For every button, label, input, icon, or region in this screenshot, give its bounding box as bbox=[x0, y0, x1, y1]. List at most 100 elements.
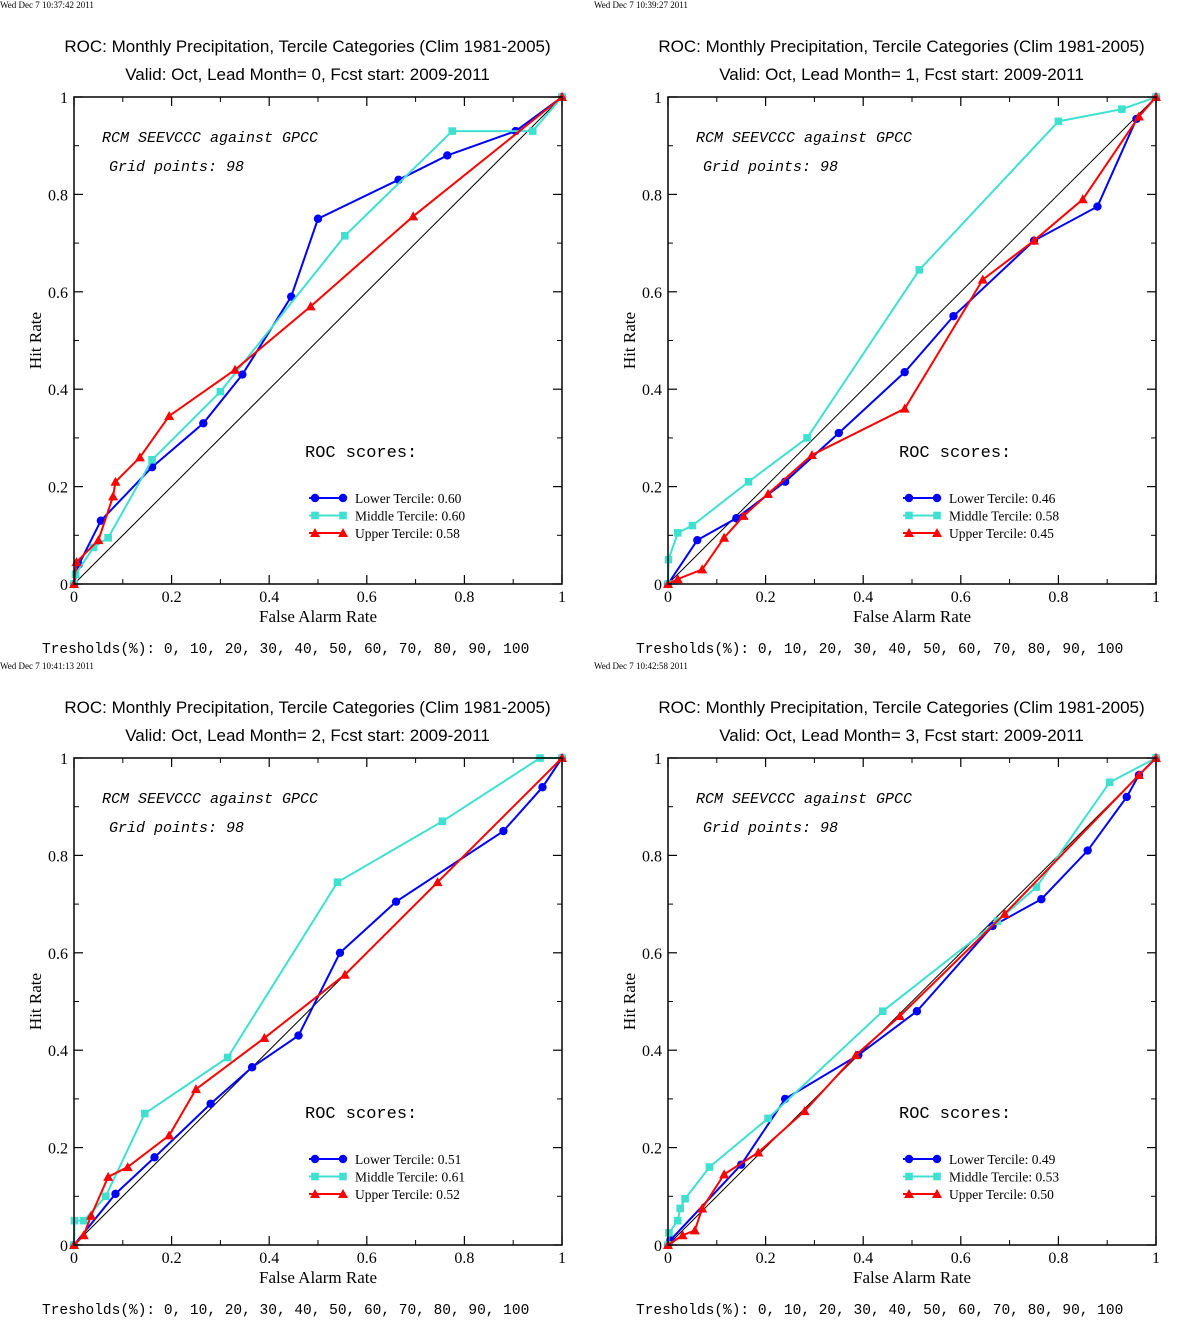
x-tick-label: 1 bbox=[1152, 1250, 1160, 1267]
roc-scores-title: ROC scores: bbox=[899, 1105, 1011, 1124]
legend-marker-square bbox=[933, 1172, 941, 1181]
legend-label: Lower Tercile: 0.60 bbox=[355, 491, 462, 506]
series-line-circle bbox=[73, 96, 563, 585]
data-point-triangle bbox=[719, 532, 730, 542]
data-point-square bbox=[1032, 883, 1041, 891]
data-point-circle bbox=[1093, 202, 1102, 211]
chart-title: ROC: Monthly Precipitation, Tercile Cate… bbox=[658, 698, 1145, 717]
roc-panel-lead-3: Wed Dec 7 10:42:58 2011 ROC: Monthly Pre… bbox=[594, 661, 1187, 1322]
data-point-circle bbox=[150, 1153, 159, 1162]
y-tick-label: 1 bbox=[60, 751, 68, 768]
series-line-square bbox=[73, 757, 562, 1246]
x-tick-label: 0.6 bbox=[357, 589, 377, 606]
legend-marker-square bbox=[905, 511, 913, 520]
data-point-triangle bbox=[122, 1162, 133, 1172]
data-point-square bbox=[528, 127, 537, 135]
chart-title: ROC: Monthly Precipitation, Tercile Cate… bbox=[64, 698, 551, 717]
legend-marker-circle bbox=[904, 1154, 914, 1164]
y-tick-label: 0.6 bbox=[642, 285, 662, 302]
x-axis-label: False Alarm Rate bbox=[259, 607, 377, 626]
data-point-triangle bbox=[164, 410, 175, 420]
data-point-triangle bbox=[110, 476, 121, 486]
legend-label: Upper Tercile: 0.50 bbox=[949, 1187, 1054, 1202]
data-point-square bbox=[673, 529, 682, 537]
x-tick-label: 1 bbox=[558, 589, 566, 606]
roc-scores-title: ROC scores: bbox=[899, 444, 1011, 463]
data-point-triangle bbox=[806, 449, 817, 459]
legend-marker-triangle bbox=[932, 1189, 942, 1198]
x-tick-label: 1 bbox=[1152, 589, 1160, 606]
x-tick-label: 0.6 bbox=[951, 1250, 971, 1267]
legend-marker-circle bbox=[338, 493, 348, 503]
annotation-source: RCM SEEVCCC against GPCC bbox=[696, 791, 912, 808]
y-axis-label: Hit Rate bbox=[620, 973, 639, 1030]
chart-subtitle: Valid: Oct, Lead Month= 1, Fcst start: 2… bbox=[719, 65, 1084, 84]
plot-frame bbox=[667, 96, 1157, 585]
legend-label: Lower Tercile: 0.49 bbox=[949, 1152, 1056, 1167]
legend-marker-triangle bbox=[310, 1189, 320, 1198]
data-point-square bbox=[448, 127, 456, 135]
data-point-triangle bbox=[93, 535, 104, 545]
x-tick-label: 0.2 bbox=[756, 1250, 776, 1267]
y-axis-label: Hit Rate bbox=[26, 973, 45, 1030]
annotation-grid-points: Grid points: 98 bbox=[703, 159, 838, 176]
y-tick-label: 0.6 bbox=[48, 946, 68, 963]
data-point-circle bbox=[912, 1007, 922, 1016]
data-point-square bbox=[744, 477, 753, 486]
data-point-triangle bbox=[86, 1210, 97, 1220]
x-tick-label: 0.6 bbox=[357, 1250, 377, 1267]
legend-marker-circle bbox=[310, 493, 320, 503]
y-tick-label: 0 bbox=[60, 577, 68, 594]
x-tick-label: 0.2 bbox=[756, 589, 776, 606]
no-skill-diagonal bbox=[73, 96, 563, 585]
legend-label: Upper Tercile: 0.52 bbox=[355, 1187, 460, 1202]
y-tick-label: 0.8 bbox=[48, 848, 68, 865]
legend-marker-circle bbox=[904, 493, 914, 503]
data-point-square bbox=[89, 543, 98, 552]
y-tick-label: 0.4 bbox=[48, 1043, 68, 1060]
legend-marker-circle bbox=[310, 1154, 320, 1164]
data-point-triangle bbox=[339, 969, 350, 979]
data-point-triangle bbox=[108, 491, 119, 501]
data-point-triangle bbox=[103, 1171, 114, 1181]
legend-label: Lower Tercile: 0.46 bbox=[949, 491, 1056, 506]
annotation-source: RCM SEEVCCC against GPCC bbox=[102, 130, 318, 147]
data-point-triangle bbox=[230, 364, 241, 374]
roc-chart-lead-1: 00 0.2 0.2 0.4 0.4 0.6 0.6 0.8 0.8 1 1 False Alarm … bbox=[620, 90, 1161, 626]
data-point-triangle bbox=[763, 488, 774, 498]
roc-chart-lead-2: 00 0.2 0.2 0.4 0.4 0.6 0.6 0.8 0.8 1 1 False Alarm … bbox=[26, 751, 567, 1287]
annotation-grid-points: Grid points: 98 bbox=[109, 159, 244, 176]
legend-marker-triangle bbox=[904, 528, 914, 537]
data-point-triangle bbox=[697, 564, 708, 574]
no-skill-diagonal bbox=[667, 757, 1157, 1246]
y-tick-label: 0 bbox=[654, 1238, 662, 1255]
no-skill-diagonal bbox=[667, 96, 1157, 585]
data-point-square bbox=[438, 817, 447, 826]
roc-panel-lead-0: Wed Dec 7 10:37:42 2011 ROC: Monthly Pre… bbox=[0, 0, 593, 661]
y-tick-label: 0 bbox=[654, 577, 662, 594]
y-tick-label: 0.2 bbox=[48, 480, 68, 497]
data-point-square bbox=[1054, 117, 1063, 126]
data-point-triangle bbox=[999, 908, 1010, 918]
x-tick-label: 0 bbox=[664, 589, 672, 606]
timestamp: Wed Dec 7 10:39:27 2011 bbox=[594, 0, 688, 10]
data-point-circle bbox=[96, 516, 106, 525]
data-point-triangle bbox=[134, 452, 145, 462]
annotation-grid-points: Grid points: 98 bbox=[109, 820, 244, 837]
data-point-square bbox=[333, 878, 342, 886]
thresholds-text: Tresholds(%): 0, 10, 20, 30, 40, 50, 60,… bbox=[636, 1303, 1124, 1319]
roc-scores-title: ROC scores: bbox=[305, 1105, 417, 1124]
data-point-triangle bbox=[697, 1203, 708, 1213]
x-tick-label: 0.8 bbox=[454, 589, 474, 606]
data-point-triangle bbox=[432, 877, 443, 887]
chart-subtitle: Valid: Oct, Lead Month= 2, Fcst start: 2… bbox=[125, 726, 490, 745]
data-point-circle bbox=[238, 370, 247, 379]
data-point-circle bbox=[294, 1031, 303, 1040]
data-point-square bbox=[676, 1204, 684, 1213]
legend-marker-square bbox=[339, 511, 347, 520]
data-point-triangle bbox=[977, 274, 988, 284]
thresholds-text: Tresholds(%): 0, 10, 20, 30, 40, 50, 60,… bbox=[636, 642, 1124, 658]
data-point-square bbox=[673, 1216, 682, 1225]
y-tick-label: 0.6 bbox=[642, 946, 662, 963]
data-point-square bbox=[1118, 105, 1126, 113]
